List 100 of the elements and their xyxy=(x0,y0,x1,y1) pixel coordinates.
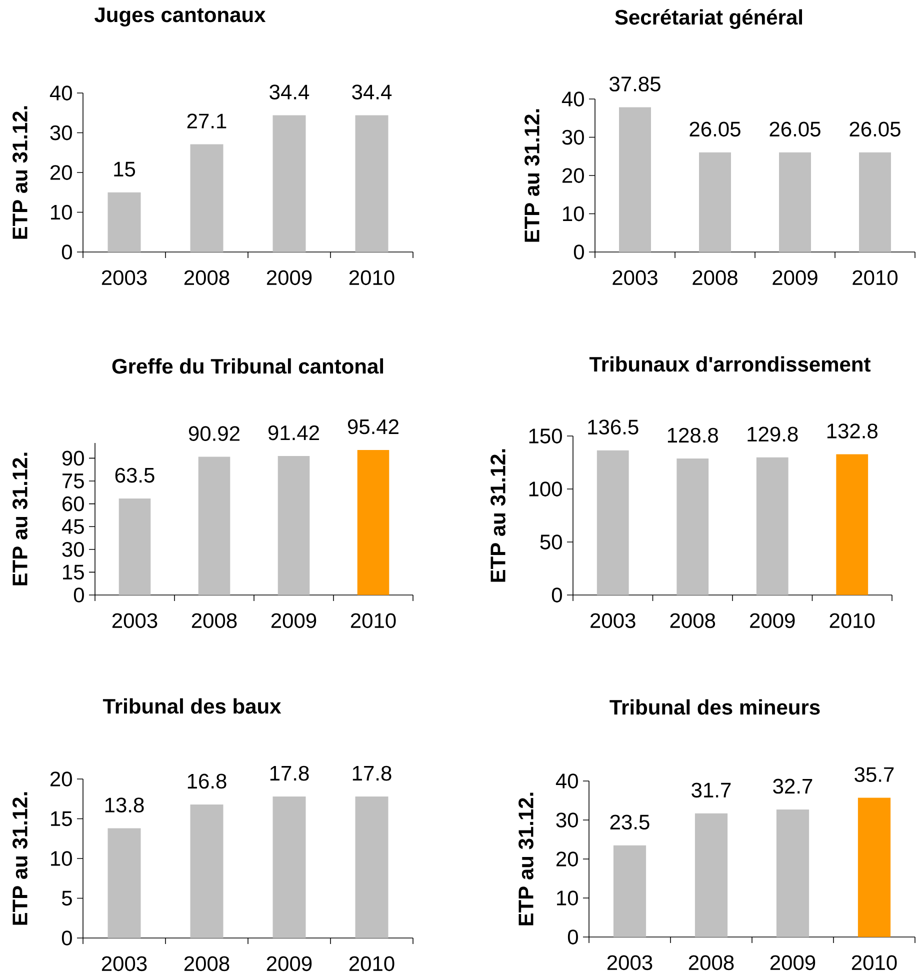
data-label: 26.05 xyxy=(690,122,740,137)
x-tick-label: 2008 xyxy=(692,270,738,286)
chart-title: Greffe du Tribunal cantonal xyxy=(112,358,384,374)
x-tick-label: 2009 xyxy=(770,955,816,970)
data-label: 32.7 xyxy=(773,778,812,794)
x-tick-label: 2008 xyxy=(688,955,734,970)
bar xyxy=(355,115,388,252)
y-tick-label: 0 xyxy=(574,244,584,260)
chart-title: Juges cantonaux xyxy=(94,8,266,26)
data-label: 17.8 xyxy=(352,766,392,781)
data-label: 129.8 xyxy=(748,426,798,442)
bar xyxy=(198,456,230,596)
y-tick-label: 75 xyxy=(62,474,84,488)
y-tick-label: 30 xyxy=(562,130,584,145)
bar xyxy=(613,845,646,938)
y-tick-label: 5 xyxy=(62,890,72,906)
data-label: 26.05 xyxy=(850,122,900,137)
bar xyxy=(776,809,810,938)
data-label: 128.8 xyxy=(668,428,718,443)
bar xyxy=(190,144,224,252)
y-tick-label: 15 xyxy=(63,564,84,580)
y-tick-label: 20 xyxy=(50,772,72,786)
y-tick-label: 30 xyxy=(62,542,84,557)
y-tick-label: 20 xyxy=(50,165,72,180)
y-tick-label: 60 xyxy=(62,496,84,512)
y-tick-label: 20 xyxy=(562,168,584,183)
y-tick-label: 20 xyxy=(556,852,578,866)
bar xyxy=(596,450,629,596)
x-tick-label: 2009 xyxy=(750,613,795,628)
y-tick-label: 150 xyxy=(529,428,562,444)
data-label: 95.42 xyxy=(348,419,398,434)
x-tick-label: 2010 xyxy=(852,270,898,286)
bar xyxy=(694,813,728,938)
y-tick-label: 15 xyxy=(51,811,72,826)
x-tick-label: 2009 xyxy=(772,270,818,286)
bar xyxy=(355,796,388,938)
y-tick-label: 40 xyxy=(562,92,584,106)
chart-title: Tribunal des baux xyxy=(102,698,282,714)
chart-title: Tribunaux d'arrondissement xyxy=(589,356,871,372)
y-axis-title: ETP au 31.12. xyxy=(524,109,540,242)
y-axis-title: ETP au 31.12. xyxy=(518,792,534,926)
x-tick-label: 2003 xyxy=(112,613,158,628)
x-tick-label: 2008 xyxy=(184,270,230,286)
y-tick-label: 45 xyxy=(62,519,84,534)
y-tick-label: 0 xyxy=(62,244,72,260)
x-tick-label: 2003 xyxy=(102,270,147,286)
y-tick-label: 0 xyxy=(74,588,84,602)
y-tick-label: 0 xyxy=(552,588,562,602)
data-label: 26.05 xyxy=(770,122,820,137)
data-label: 34.4 xyxy=(352,84,392,100)
x-tick-label: 2010 xyxy=(350,613,396,628)
data-label: 34.4 xyxy=(270,84,310,100)
y-tick-label: 100 xyxy=(529,482,562,496)
y-tick-label: 40 xyxy=(556,774,578,788)
data-label: 136.5 xyxy=(588,420,638,435)
bar xyxy=(858,798,891,938)
x-tick-label: 2003 xyxy=(590,613,636,628)
x-tick-label: 2010 xyxy=(349,270,394,286)
chart-title: Secrétariat général xyxy=(615,9,802,29)
x-tick-label: 2003 xyxy=(607,955,652,970)
y-axis-title: ETP au 31.12. xyxy=(12,792,28,925)
bar xyxy=(190,804,224,938)
data-label: 16.8 xyxy=(188,774,226,789)
y-tick-label: 30 xyxy=(50,125,72,140)
x-tick-label: 2008 xyxy=(184,956,230,972)
x-tick-label: 2010 xyxy=(830,613,875,628)
bar xyxy=(756,457,788,596)
x-tick-label: 2009 xyxy=(271,613,316,628)
data-label: 132.8 xyxy=(827,424,878,438)
y-tick-label: 40 xyxy=(50,86,72,100)
y-axis-title: ETP au 31.12. xyxy=(12,452,28,586)
bar xyxy=(836,454,868,596)
data-label: 37.85 xyxy=(610,76,660,92)
y-tick-label: 0 xyxy=(62,930,72,946)
bar xyxy=(357,450,390,596)
data-label: 23.5 xyxy=(610,814,650,830)
x-tick-label: 2009 xyxy=(266,270,312,286)
data-label: 15 xyxy=(114,162,136,177)
y-tick-label: 10 xyxy=(557,890,578,906)
bar xyxy=(108,192,141,252)
x-tick-label: 2003 xyxy=(102,956,147,972)
x-tick-label: 2010 xyxy=(852,955,897,970)
x-tick-label: 2003 xyxy=(612,270,658,286)
y-tick-label: 0 xyxy=(568,930,578,944)
y-tick-label: 50 xyxy=(540,534,562,550)
x-tick-label: 2010 xyxy=(349,956,394,972)
data-label: 35.7 xyxy=(854,767,894,782)
data-label: 13.8 xyxy=(105,798,144,812)
bar xyxy=(272,796,306,938)
chart-title: Tribunal des mineurs xyxy=(610,699,820,715)
bar xyxy=(272,115,306,252)
data-label: 90.92 xyxy=(188,426,240,442)
bar xyxy=(676,458,709,596)
y-tick-label: 10 xyxy=(563,206,584,222)
y-tick-label: 10 xyxy=(51,204,72,220)
bar xyxy=(118,498,151,596)
y-tick-label: 30 xyxy=(556,812,578,828)
bar xyxy=(108,828,141,938)
y-tick-label: 90 xyxy=(62,450,84,466)
data-label: 91.42 xyxy=(268,425,319,440)
